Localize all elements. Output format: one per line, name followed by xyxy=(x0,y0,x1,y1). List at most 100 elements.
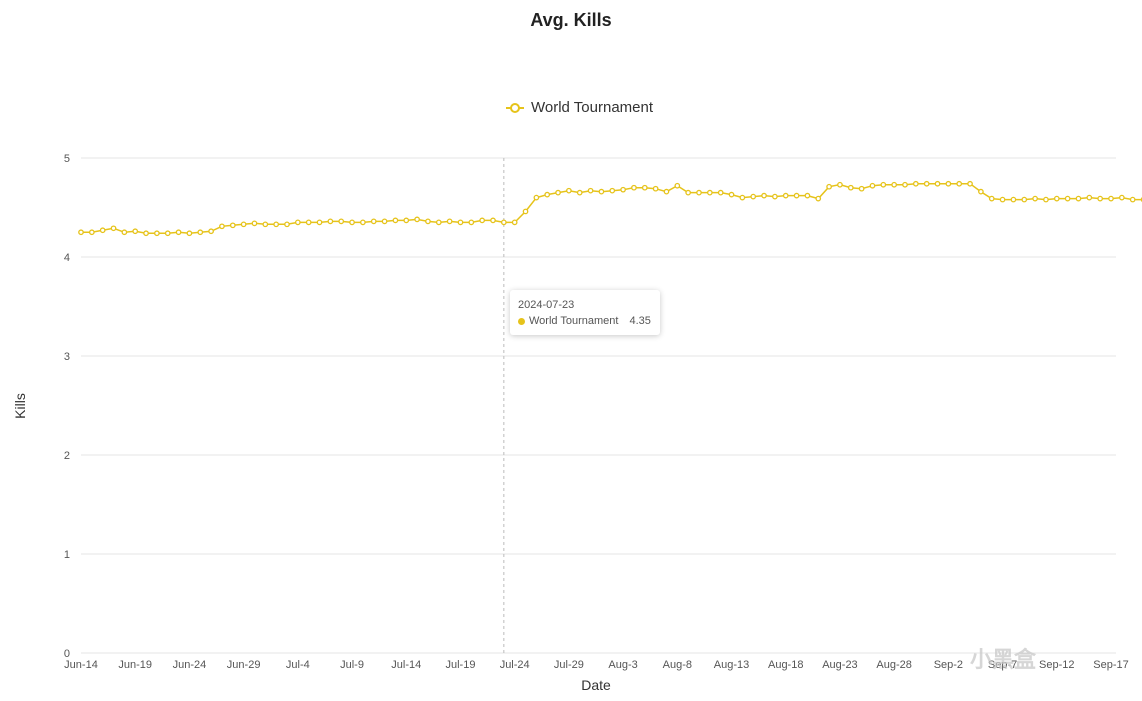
data-point[interactable] xyxy=(706,189,713,196)
data-point[interactable] xyxy=(284,221,290,228)
data-point[interactable] xyxy=(923,180,930,187)
data-point[interactable] xyxy=(988,195,995,202)
data-point[interactable] xyxy=(663,188,670,195)
data-point[interactable] xyxy=(392,217,399,224)
data-point[interactable] xyxy=(511,219,518,226)
data-point[interactable] xyxy=(143,230,149,237)
data-point[interactable] xyxy=(154,230,160,237)
data-point[interactable] xyxy=(316,219,323,226)
data-point[interactable] xyxy=(186,230,193,237)
data-point[interactable] xyxy=(826,183,832,190)
data-point[interactable] xyxy=(750,193,757,200)
data-point[interactable] xyxy=(902,181,908,188)
data-point[interactable] xyxy=(587,187,594,194)
data-point[interactable] xyxy=(175,229,182,236)
data-point[interactable] xyxy=(847,184,854,191)
data-point[interactable] xyxy=(891,181,898,188)
data-point[interactable] xyxy=(381,218,388,225)
data-point[interactable] xyxy=(132,228,139,235)
data-point[interactable] xyxy=(837,181,843,188)
data-point[interactable] xyxy=(479,217,486,224)
data-point[interactable] xyxy=(240,221,247,228)
data-point[interactable] xyxy=(229,222,236,229)
data-point[interactable] xyxy=(1075,195,1082,202)
data-point[interactable] xyxy=(620,186,626,193)
data-point[interactable] xyxy=(1129,196,1136,203)
data-point[interactable] xyxy=(435,219,442,226)
data-point[interactable] xyxy=(1043,196,1049,203)
data-point[interactable] xyxy=(761,192,767,199)
data-point[interactable] xyxy=(858,185,865,192)
data-point[interactable] xyxy=(164,230,171,237)
data-point[interactable] xyxy=(327,218,334,225)
data-point[interactable] xyxy=(78,229,84,236)
data-point[interactable] xyxy=(544,191,551,198)
data-point[interactable] xyxy=(522,208,529,215)
data-point[interactable] xyxy=(1108,195,1114,202)
data-point[interactable] xyxy=(273,221,280,228)
data-point[interactable] xyxy=(978,188,984,195)
data-point[interactable] xyxy=(869,182,876,189)
data-point[interactable] xyxy=(121,229,128,236)
data-point[interactable] xyxy=(598,188,605,195)
data-point[interactable] xyxy=(696,189,702,196)
data-point[interactable] xyxy=(641,184,648,191)
data-point[interactable] xyxy=(772,193,778,200)
data-point[interactable] xyxy=(349,219,355,226)
data-point[interactable] xyxy=(912,180,919,187)
data-point[interactable] xyxy=(609,187,616,194)
data-point[interactable] xyxy=(500,219,507,226)
data-point[interactable] xyxy=(88,229,95,236)
data-point[interactable] xyxy=(1053,195,1060,202)
data-point[interactable] xyxy=(457,219,464,226)
data-point[interactable] xyxy=(208,228,214,235)
data-point[interactable] xyxy=(360,219,366,226)
data-point[interactable] xyxy=(793,192,800,199)
data-point[interactable] xyxy=(425,218,431,225)
data-point[interactable] xyxy=(468,219,475,226)
data-point[interactable] xyxy=(555,189,561,196)
data-point[interactable] xyxy=(728,191,735,198)
data-point[interactable] xyxy=(262,221,269,228)
data-point[interactable] xyxy=(305,219,312,226)
data-point[interactable] xyxy=(219,223,225,230)
data-point[interactable] xyxy=(566,187,572,194)
data-point[interactable] xyxy=(999,196,1006,203)
data-point[interactable] xyxy=(370,218,377,225)
data-point[interactable] xyxy=(631,184,637,191)
data-point[interactable] xyxy=(576,189,583,196)
data-point[interactable] xyxy=(956,180,963,187)
data-point[interactable] xyxy=(1118,194,1125,201)
data-point[interactable] xyxy=(685,189,692,196)
data-point[interactable] xyxy=(652,185,659,192)
data-point[interactable] xyxy=(99,227,106,234)
data-point[interactable] xyxy=(967,180,973,187)
data-point[interactable] xyxy=(338,218,345,225)
data-point[interactable] xyxy=(490,217,496,224)
data-point[interactable] xyxy=(815,195,822,202)
data-point[interactable] xyxy=(1010,196,1017,203)
data-point[interactable] xyxy=(251,220,258,227)
data-point[interactable] xyxy=(1021,196,1028,203)
data-point[interactable] xyxy=(414,216,420,223)
data-point[interactable] xyxy=(403,217,410,224)
data-point[interactable] xyxy=(1032,195,1038,202)
legend-item-world-tournament[interactable]: World Tournament xyxy=(505,99,653,116)
data-point[interactable] xyxy=(739,194,746,201)
data-point[interactable] xyxy=(782,192,789,199)
data-point[interactable] xyxy=(110,225,117,232)
data-point[interactable] xyxy=(533,194,540,201)
data-point[interactable] xyxy=(674,182,681,189)
data-point[interactable] xyxy=(446,218,453,225)
data-point[interactable] xyxy=(294,219,301,226)
data-point[interactable] xyxy=(945,180,952,187)
data-point[interactable] xyxy=(197,229,204,236)
data-point[interactable] xyxy=(717,189,724,196)
data-point[interactable] xyxy=(880,181,887,188)
data-point[interactable] xyxy=(804,192,811,199)
data-point[interactable] xyxy=(934,180,941,187)
data-point[interactable] xyxy=(1097,195,1104,202)
data-point[interactable] xyxy=(1086,194,1093,201)
data-point[interactable] xyxy=(1064,195,1071,202)
